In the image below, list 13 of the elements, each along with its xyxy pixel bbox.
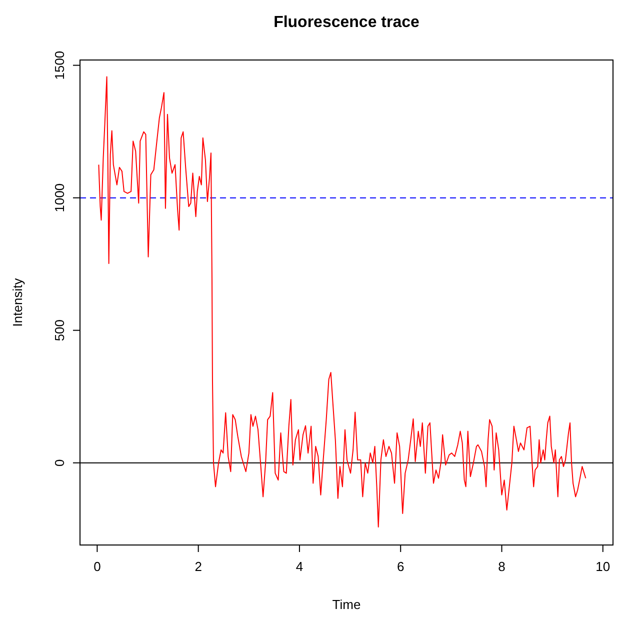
y-tick-label: 0 (52, 459, 67, 466)
x-tick-label: 0 (94, 559, 101, 574)
x-tick-label: 6 (396, 559, 404, 574)
x-tick-label: 10 (596, 559, 610, 574)
y-tick-label: 500 (52, 319, 67, 342)
x-tick-label: 4 (296, 559, 304, 574)
y-tick-label: 1000 (52, 183, 67, 212)
x-axis-title: Time (332, 597, 361, 612)
y-tick-label: 1500 (52, 50, 67, 80)
y-axis-title: Intensity (10, 278, 25, 327)
x-tick-label: 2 (194, 559, 202, 574)
chart-title: Fluorescence trace (274, 14, 420, 31)
x-tick-label: 8 (498, 559, 506, 574)
